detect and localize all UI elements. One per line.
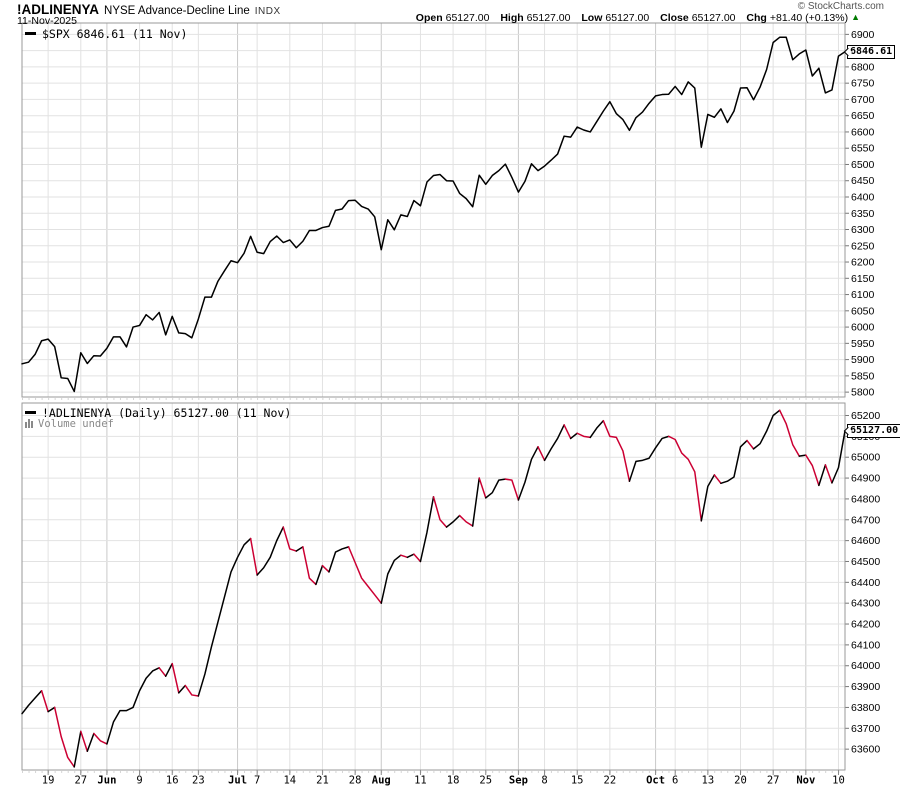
adline-swatch (25, 411, 36, 414)
spx-legend: $SPX 6846.61 (11 Nov) (25, 27, 187, 41)
svg-text:20: 20 (734, 775, 747, 787)
svg-text:Nov: Nov (796, 775, 815, 787)
svg-text:6800: 6800 (851, 61, 875, 73)
change-label: Chg (746, 12, 767, 24)
svg-text:64900: 64900 (851, 473, 880, 485)
index-name: NYSE Advance-Decline Line (104, 5, 250, 17)
svg-text:63800: 63800 (851, 702, 880, 714)
svg-text:23: 23 (192, 775, 205, 787)
svg-text:5900: 5900 (851, 354, 875, 366)
svg-text:6: 6 (672, 775, 678, 787)
svg-text:64200: 64200 (851, 619, 880, 631)
svg-text:63600: 63600 (851, 744, 880, 756)
high-label: High (500, 12, 524, 24)
change-value: +81.40 (+0.13%) (769, 12, 849, 24)
svg-text:18: 18 (447, 775, 460, 787)
svg-text:Sep: Sep (509, 775, 528, 787)
svg-text:14: 14 (283, 775, 296, 787)
svg-text:10: 10 (832, 775, 845, 787)
ohlc-row: Open 65127.00 High 65127.00 Low 65127.00 Cl… (416, 12, 860, 24)
adline-legend-label: !ADLINENYA (Daily) 65127.00 (11 Nov) (42, 406, 292, 420)
svg-text:7: 7 (254, 775, 260, 787)
svg-text:6500: 6500 (851, 159, 875, 171)
symbol: !ADLINENYA (17, 2, 100, 17)
svg-text:Jun: Jun (97, 775, 116, 787)
adline-legend: !ADLINENYA (Daily) 65127.00 (11 Nov) (25, 406, 291, 420)
svg-text:5800: 5800 (851, 387, 875, 399)
svg-text:64500: 64500 (851, 556, 880, 568)
close-value: 65127.00 (691, 12, 736, 24)
svg-text:Oct: Oct (646, 775, 665, 787)
adline-last-value-box: 65127.00 (847, 423, 900, 438)
exchange-tag: INDX (254, 6, 281, 17)
chart-date: 11-Nov-2025 (17, 15, 77, 27)
svg-text:11: 11 (414, 775, 427, 787)
low-value: 65127.00 (605, 12, 650, 24)
spx-line-swatch (25, 32, 36, 35)
volume-bars-icon (25, 419, 33, 428)
svg-text:15: 15 (571, 775, 584, 787)
svg-text:6600: 6600 (851, 126, 875, 138)
svg-text:6000: 6000 (851, 322, 875, 334)
volume-row: Volume undef (25, 418, 114, 430)
svg-text:65200: 65200 (851, 410, 880, 422)
svg-text:22: 22 (604, 775, 617, 787)
spx-last-price-box: 6846.61 (847, 44, 896, 59)
svg-text:63900: 63900 (851, 681, 880, 693)
svg-text:Jul: Jul (228, 775, 247, 787)
volume-label: Volume undef (38, 418, 114, 430)
svg-text:64000: 64000 (851, 660, 880, 672)
svg-text:21: 21 (316, 775, 329, 787)
svg-text:27: 27 (74, 775, 87, 787)
svg-text:6350: 6350 (851, 208, 875, 220)
svg-text:19: 19 (42, 775, 55, 787)
svg-text:64800: 64800 (851, 493, 880, 505)
svg-text:65000: 65000 (851, 452, 880, 464)
svg-text:9: 9 (136, 775, 142, 787)
svg-text:6900: 6900 (851, 29, 875, 41)
svg-text:27: 27 (767, 775, 780, 787)
svg-text:64700: 64700 (851, 514, 880, 526)
svg-text:8: 8 (541, 775, 547, 787)
open-value: 65127.00 (445, 12, 490, 24)
high-value: 65127.00 (526, 12, 571, 24)
svg-text:28: 28 (349, 775, 362, 787)
svg-text:25: 25 (479, 775, 492, 787)
change-up-icon: ▲ (851, 12, 860, 22)
svg-text:64300: 64300 (851, 598, 880, 610)
open-label: Open (415, 12, 443, 24)
svg-text:5850: 5850 (851, 370, 875, 382)
close-label: Close (660, 12, 689, 24)
svg-text:6550: 6550 (851, 143, 875, 155)
svg-text:16: 16 (166, 775, 179, 787)
svg-text:6150: 6150 (851, 273, 875, 285)
svg-text:6750: 6750 (851, 78, 875, 90)
svg-text:63700: 63700 (851, 723, 880, 735)
svg-text:64100: 64100 (851, 639, 880, 651)
spx-legend-label: $SPX 6846.61 (11 Nov) (42, 27, 188, 41)
copyright: © StockCharts.com (797, 1, 884, 12)
svg-text:Aug: Aug (372, 775, 391, 787)
low-label: Low (581, 12, 603, 24)
svg-text:6700: 6700 (851, 94, 875, 106)
svg-text:64400: 64400 (851, 577, 880, 589)
svg-text:64600: 64600 (851, 535, 880, 547)
chart-header: !ADLINENYA NYSE Advance-Decline Line INDX (17, 1, 281, 19)
svg-text:6050: 6050 (851, 305, 875, 317)
svg-text:13: 13 (702, 775, 715, 787)
svg-text:6400: 6400 (851, 191, 875, 203)
svg-text:6650: 6650 (851, 110, 875, 122)
svg-text:5950: 5950 (851, 338, 875, 350)
svg-text:6300: 6300 (851, 224, 875, 236)
svg-text:6450: 6450 (851, 175, 875, 187)
svg-text:6250: 6250 (851, 240, 875, 252)
svg-text:6200: 6200 (851, 257, 875, 269)
svg-text:6100: 6100 (851, 289, 875, 301)
